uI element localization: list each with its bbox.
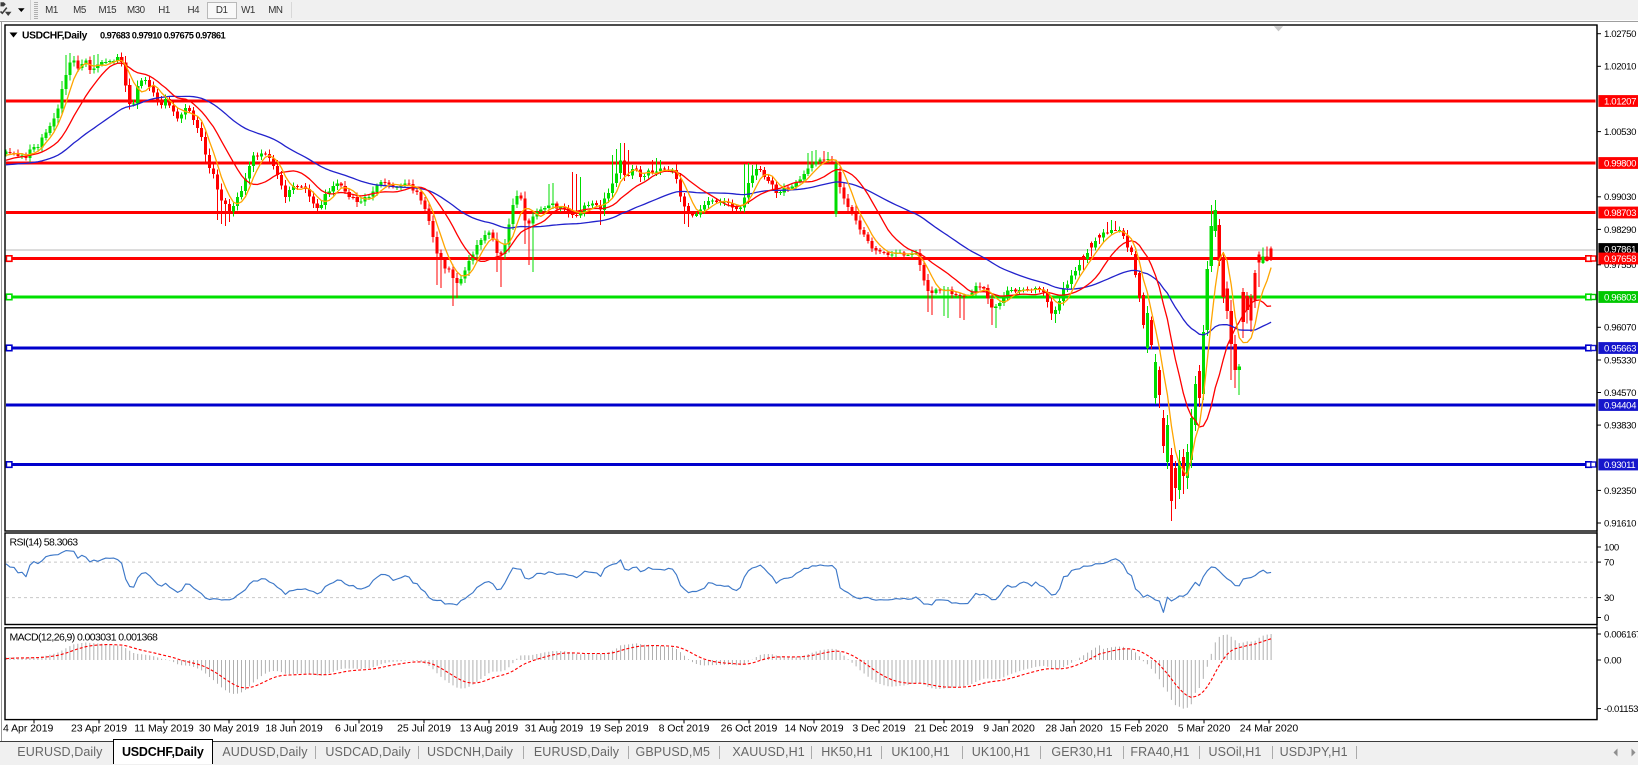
svg-text:1.00530: 1.00530 [1604,127,1636,138]
svg-text:13 Aug 2019: 13 Aug 2019 [460,723,519,735]
svg-text:26 Oct 2019: 26 Oct 2019 [721,723,778,735]
svg-text:0.95330: 0.95330 [1604,355,1636,366]
svg-text:1.01207: 1.01207 [1604,96,1636,107]
svg-text:1.02750: 1.02750 [1604,29,1636,40]
svg-text:31 Aug 2019: 31 Aug 2019 [525,723,584,735]
svg-text:1.02010: 1.02010 [1604,62,1636,73]
svg-text:6 Jul 2019: 6 Jul 2019 [335,723,383,735]
svg-text:MACD(12,26,9) 0.003031 0.00136: MACD(12,26,9) 0.003031 0.001368 [10,632,159,644]
svg-text:0.00: 0.00 [1604,655,1621,666]
svg-text:14 Nov 2019: 14 Nov 2019 [785,723,844,735]
svg-text:0.97658: 0.97658 [1604,254,1636,265]
svg-text:15 Feb 2020: 15 Feb 2020 [1110,723,1169,735]
svg-text:30: 30 [1604,593,1614,604]
svg-text:0.94570: 0.94570 [1604,388,1636,399]
svg-text:0.006167: 0.006167 [1604,629,1638,640]
svg-text:5 Mar 2020: 5 Mar 2020 [1178,723,1231,735]
svg-text:70: 70 [1604,558,1614,569]
svg-text:0.92350: 0.92350 [1604,486,1636,497]
svg-text:0.93011: 0.93011 [1604,460,1635,471]
svg-text:25 Jul 2019: 25 Jul 2019 [397,723,451,735]
svg-text:8 Oct 2019: 8 Oct 2019 [659,723,710,735]
svg-text:0.99800: 0.99800 [1604,158,1636,169]
svg-text:0.97550: 0.97550 [1604,260,1636,271]
svg-text:0.91610: 0.91610 [1604,518,1636,529]
svg-text:USDCHF,Daily: USDCHF,Daily [22,31,88,42]
svg-text:0.94404: 0.94404 [1604,400,1637,411]
svg-text:11 May 2019: 11 May 2019 [134,723,194,735]
svg-text:4 Apr 2019: 4 Apr 2019 [3,723,54,735]
svg-text:0.93830: 0.93830 [1604,421,1636,432]
svg-text:0.97683 0.97910 0.97675 0.9786: 0.97683 0.97910 0.97675 0.97861 [100,31,226,41]
svg-text:28 Jan 2020: 28 Jan 2020 [1045,723,1102,735]
svg-text:0.98703: 0.98703 [1604,208,1636,219]
svg-text:0.95663: 0.95663 [1604,343,1636,354]
svg-text:0.98290: 0.98290 [1604,225,1636,236]
svg-text:19 Sep 2019: 19 Sep 2019 [589,723,648,735]
svg-text:3 Dec 2019: 3 Dec 2019 [852,723,905,735]
svg-text:0.97861: 0.97861 [1604,244,1636,255]
svg-text:0.96803: 0.96803 [1604,292,1636,303]
svg-text:0.96070: 0.96070 [1604,323,1636,334]
svg-text:18 Jun 2019: 18 Jun 2019 [265,723,322,735]
svg-text:RSI(14) 58.3063: RSI(14) 58.3063 [10,537,79,549]
svg-text:0: 0 [1604,613,1609,624]
svg-text:100: 100 [1604,542,1619,553]
svg-text:21 Dec 2019: 21 Dec 2019 [915,723,974,735]
svg-text:30 May 2019: 30 May 2019 [199,723,259,735]
svg-text:24 Mar 2020: 24 Mar 2020 [1240,723,1299,735]
svg-text:-0.01153: -0.01153 [1604,704,1638,715]
svg-text:23 Apr 2019: 23 Apr 2019 [71,723,127,735]
svg-text:0.99030: 0.99030 [1604,192,1636,203]
svg-text:9 Jan 2020: 9 Jan 2020 [983,723,1035,735]
